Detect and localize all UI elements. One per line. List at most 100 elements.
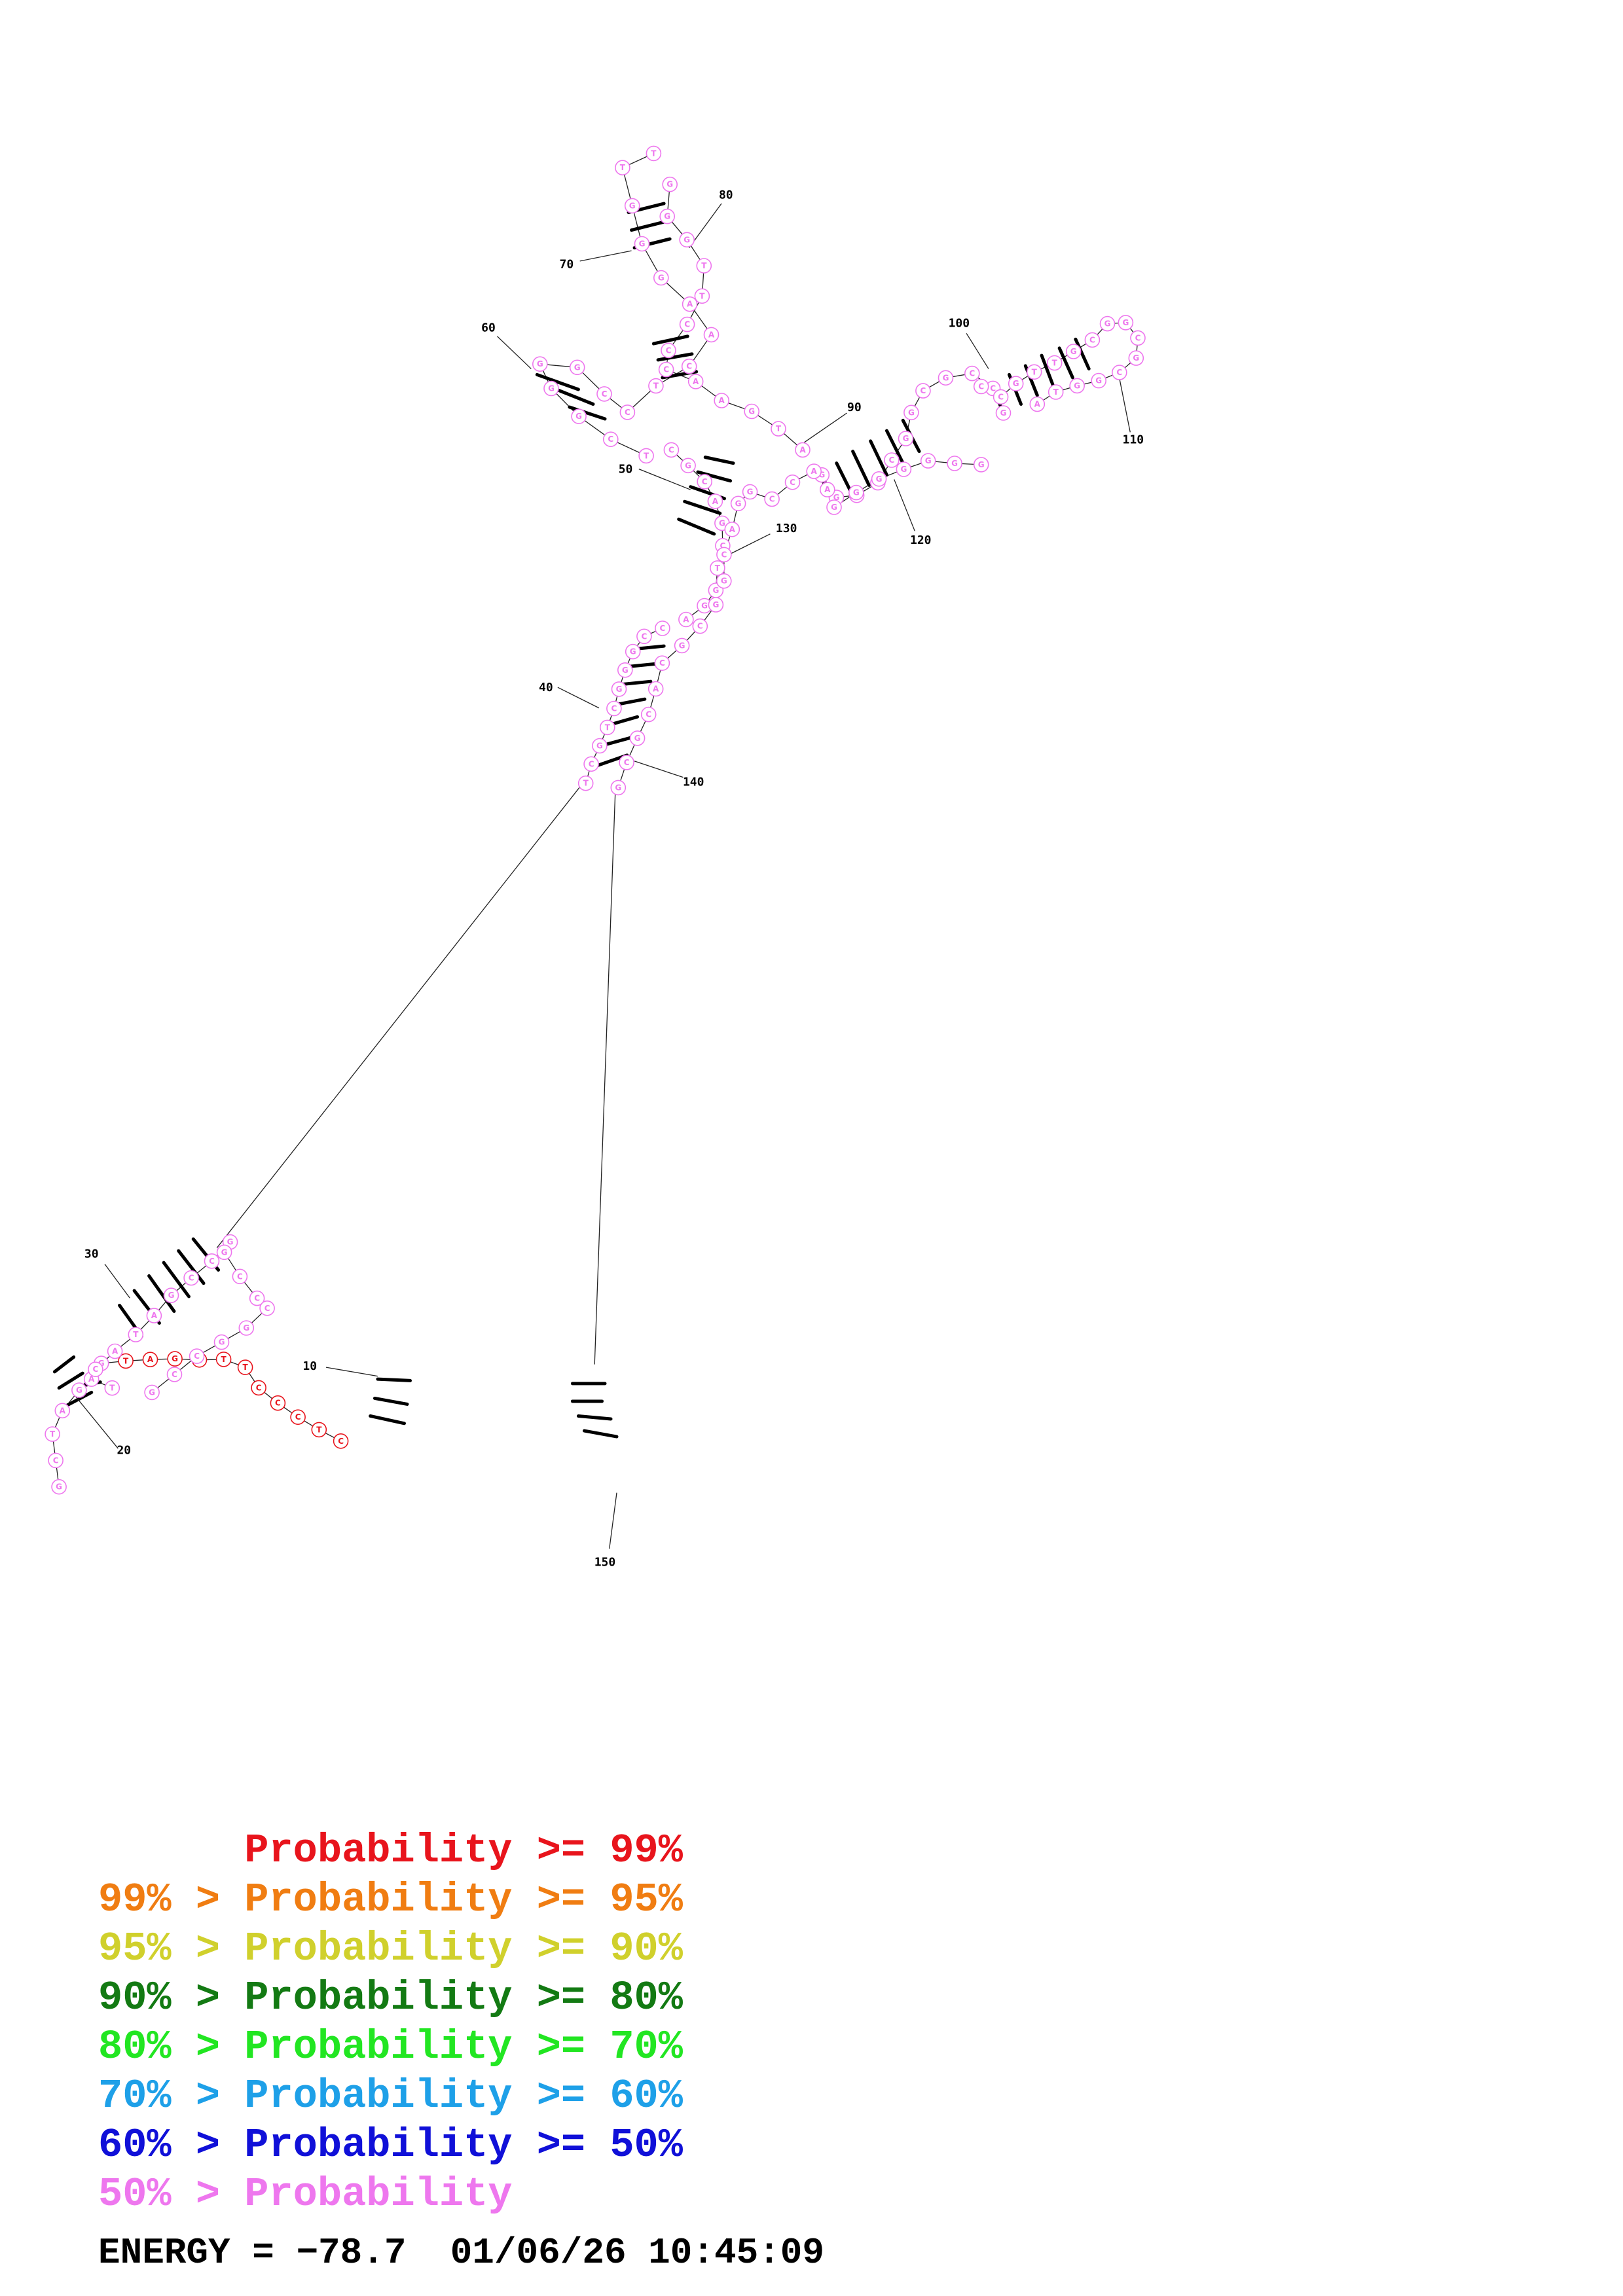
- nucleotide: C: [697, 474, 712, 490]
- nucleotide: C: [166, 1367, 183, 1382]
- svg-text:G: G: [575, 412, 582, 421]
- legend-row: 99% > Probability >= 95%: [98, 1875, 683, 1924]
- nucleotide: C: [964, 365, 980, 382]
- tick-line: [803, 412, 847, 443]
- energy-label: ENERGY =: [98, 2232, 297, 2274]
- svg-text:A: A: [112, 1347, 119, 1356]
- nucleotide: G: [167, 1351, 183, 1367]
- nucleotide: G: [592, 738, 608, 754]
- nucleotide: T: [118, 1353, 134, 1369]
- nucleotide: G: [679, 232, 695, 248]
- svg-text:G: G: [701, 601, 708, 611]
- nucleotide: C: [183, 1270, 199, 1286]
- nucleotide: A: [107, 1343, 123, 1359]
- legend-lower-bound: 95% >: [98, 1926, 245, 1972]
- nucleotide: A: [806, 463, 822, 479]
- nucleotide: C: [606, 700, 622, 717]
- base-pair-bond: [677, 517, 716, 536]
- svg-text:C: C: [1089, 335, 1095, 344]
- svg-text:C: C: [721, 550, 727, 559]
- base-pair-bond: [147, 1274, 176, 1313]
- svg-text:G: G: [1074, 381, 1080, 390]
- base-pair-bond: [630, 219, 669, 232]
- svg-text:G: G: [227, 1238, 234, 1247]
- nucleotide: A: [146, 1308, 162, 1323]
- base-pair-bond: [535, 372, 580, 391]
- legend-upper-bound: Probability >= 95%: [244, 1876, 683, 1923]
- svg-text:C: C: [790, 478, 795, 487]
- tick-line: [497, 336, 532, 369]
- tick-line: [579, 250, 632, 262]
- nucleotide: A: [647, 681, 664, 697]
- nucleotide: G: [653, 270, 669, 286]
- base-pair-bond: [1057, 346, 1074, 380]
- nucleotide: T: [710, 560, 725, 576]
- nucleotide: C: [679, 316, 695, 332]
- svg-text:C: C: [684, 320, 690, 329]
- svg-text:G: G: [221, 1247, 228, 1257]
- legend-lower-bound: 50% >: [98, 2171, 245, 2217]
- nucleotide: G: [213, 1334, 230, 1350]
- svg-text:T: T: [620, 163, 626, 172]
- energy-value: −78.7: [296, 2232, 407, 2274]
- nucleotide: C: [993, 389, 1009, 405]
- nucleotide: T: [615, 160, 630, 176]
- svg-text:T: T: [221, 1355, 227, 1364]
- legend-lower-bound: 80% >: [98, 2024, 245, 2070]
- nucleotide: T: [599, 719, 615, 736]
- svg-text:G: G: [596, 742, 603, 751]
- nucleotide: T: [694, 288, 710, 304]
- nucleotide: G: [163, 1287, 179, 1303]
- tick-label: 140: [683, 775, 704, 789]
- nucleotide: A: [54, 1403, 71, 1419]
- nucleotide: G: [625, 643, 641, 660]
- nucleotide: C: [204, 1253, 220, 1269]
- backbone-link: [594, 792, 616, 1365]
- svg-text:C: C: [663, 365, 669, 374]
- svg-text:C: C: [624, 758, 630, 767]
- base-pair-bond: [555, 387, 595, 406]
- nucleotide: T: [696, 258, 712, 274]
- nucleotide: G: [51, 1479, 67, 1495]
- base-pair-bond: [177, 1249, 206, 1285]
- legend-lower-bound: 60% >: [98, 2122, 245, 2168]
- nucleotide: C: [681, 358, 697, 374]
- tick-label: 100: [949, 317, 970, 331]
- svg-text:A: A: [799, 445, 806, 454]
- svg-text:G: G: [149, 1388, 155, 1397]
- nucleotide: C: [189, 1348, 205, 1364]
- nucleotide: C: [602, 431, 619, 448]
- tick-label: 90: [847, 401, 862, 414]
- svg-text:A: A: [653, 685, 659, 694]
- svg-text:C: C: [1116, 368, 1122, 377]
- nucleotide: G: [1099, 315, 1116, 332]
- nucleotide: G: [730, 495, 746, 512]
- svg-text:G: G: [98, 1359, 105, 1368]
- svg-text:T: T: [699, 291, 705, 300]
- nucleotide: T: [1046, 355, 1063, 371]
- nucleotide: T: [577, 775, 594, 791]
- legend-row: 50% > Probability: [98, 2170, 683, 2219]
- nucleotide: T: [128, 1327, 144, 1342]
- nucleotide: G: [973, 457, 989, 473]
- nucleotide: C: [692, 618, 708, 634]
- tick-label: 110: [1123, 433, 1144, 447]
- svg-text:G: G: [908, 408, 915, 417]
- svg-text:G: G: [574, 363, 581, 372]
- tick-line: [634, 761, 684, 778]
- nucleotide: A: [724, 521, 740, 537]
- legend-lower-bound: 99% >: [98, 1876, 245, 1923]
- svg-text:C: C: [209, 1257, 215, 1266]
- svg-text:C: C: [53, 1456, 59, 1465]
- svg-text:G: G: [537, 359, 543, 368]
- svg-text:C: C: [295, 1412, 301, 1422]
- base-pair-bond: [651, 334, 689, 346]
- base-pair-bond: [683, 499, 722, 515]
- nucleotide: T: [638, 448, 654, 464]
- svg-text:C: C: [611, 704, 617, 713]
- base-pair-bond: [576, 1414, 613, 1421]
- nucleotide: G: [871, 471, 887, 487]
- nucleotide: G: [1069, 378, 1085, 394]
- svg-text:C: C: [990, 384, 996, 393]
- backbone-path: [52, 152, 1139, 1487]
